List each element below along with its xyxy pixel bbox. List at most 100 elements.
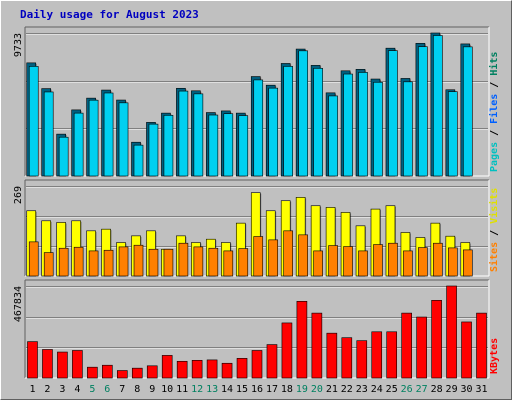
x-tick-label: 30 <box>461 384 473 395</box>
bar-sites <box>388 243 397 276</box>
x-tick-label: 12 <box>191 384 203 395</box>
x-tick-label: 27 <box>416 384 428 395</box>
bar-kbytes <box>387 332 397 378</box>
bar-sites <box>403 251 412 276</box>
bar-sites <box>433 243 442 276</box>
x-tick-label: 28 <box>431 384 443 395</box>
bar-sites <box>74 247 83 276</box>
bar-kbytes <box>162 355 172 378</box>
bar-sites <box>149 249 158 276</box>
y-max-label: 467834 <box>13 286 24 322</box>
bar-files <box>224 114 233 176</box>
x-tick-label: 23 <box>356 384 368 395</box>
bar-files <box>209 115 218 176</box>
bar-sites <box>104 250 113 276</box>
bar-sites <box>209 248 218 276</box>
bar-kbytes <box>327 333 337 378</box>
bar-kbytes <box>402 313 412 378</box>
x-tick-label: 17 <box>266 384 278 395</box>
panel-pages-files-hits: 9733 Pages / Files / Hits <box>13 27 500 176</box>
legend-entry: Sites <box>488 242 500 272</box>
legend-entry: Files <box>488 94 500 124</box>
legend-entry: KBytes <box>489 338 500 374</box>
x-tick-label: 25 <box>386 384 398 395</box>
bar-kbytes <box>252 350 262 378</box>
legend-entry: / <box>489 76 500 94</box>
bar-kbytes <box>282 323 292 378</box>
bar-files <box>388 51 397 176</box>
bar-files <box>29 66 38 176</box>
bar-kbytes <box>72 350 82 378</box>
x-tick-label: 18 <box>281 384 293 395</box>
bar-sites <box>254 237 263 276</box>
x-tick-label: 29 <box>446 384 458 395</box>
bar-kbytes <box>297 301 307 378</box>
bar-kbytes <box>312 313 322 378</box>
bar-files <box>254 80 263 176</box>
bar-sites <box>119 247 128 276</box>
bar-kbytes <box>342 338 352 378</box>
bar-sites <box>299 235 308 276</box>
bar-files <box>149 124 158 176</box>
series-legend: Pages / Files / Hits <box>488 52 500 172</box>
bar-sites <box>29 242 38 276</box>
bar-kbytes <box>132 368 142 378</box>
bar-kbytes <box>57 352 67 378</box>
bar-sites <box>284 231 293 276</box>
bar-kbytes <box>27 342 37 378</box>
bar-files <box>373 82 382 176</box>
x-tick-label: 3 <box>59 384 65 395</box>
bar-sites <box>448 248 457 276</box>
x-tick-label: 21 <box>326 384 338 395</box>
bar-files <box>74 113 83 176</box>
bar-kbytes <box>357 341 367 378</box>
bar-kbytes <box>267 345 277 378</box>
x-tick-label: 10 <box>161 384 173 395</box>
bar-sites <box>329 246 338 276</box>
x-tick-label: 26 <box>401 384 413 395</box>
bar-files <box>194 94 203 176</box>
legend-entry: / <box>489 224 500 242</box>
bar-sites <box>418 248 427 276</box>
bar-kbytes <box>432 300 442 378</box>
bar-sites <box>373 245 382 276</box>
bar-kbytes <box>117 371 127 378</box>
x-tick-label: 15 <box>236 384 248 395</box>
x-tick-label: 9 <box>149 384 155 395</box>
x-tick-label: 19 <box>296 384 308 395</box>
bar-files <box>179 91 188 176</box>
bar-kbytes <box>87 367 97 378</box>
bar-sites <box>179 243 188 276</box>
bar-sites <box>359 251 368 276</box>
bar-kbytes <box>447 286 457 378</box>
bar-sites <box>194 247 203 276</box>
bar-files <box>448 92 457 176</box>
bar-kbytes <box>237 358 247 378</box>
x-tick-label: 11 <box>176 384 188 395</box>
bar-kbytes <box>192 360 202 378</box>
x-tick-label: 4 <box>74 384 80 395</box>
bar-sites <box>463 250 472 276</box>
bar-sites <box>134 245 143 276</box>
series-legend: KBytes <box>489 338 500 374</box>
x-axis: 1 2 3 4 5 6 7 8 9 10 11 12 13 14 15 16 17 18 19 20 21 22 23 24 2… <box>29 384 487 395</box>
bar-files <box>104 93 113 176</box>
x-tick-label: 22 <box>341 384 353 395</box>
chart-title: Daily usage for August 2023 <box>20 8 199 21</box>
bar-files <box>119 103 128 176</box>
x-tick-label: 6 <box>104 384 110 395</box>
bar-sites <box>89 251 98 276</box>
legend-entry: / <box>489 124 500 142</box>
bar-kbytes <box>102 365 112 378</box>
bar-files <box>239 116 248 176</box>
bar-sites <box>239 249 248 276</box>
x-tick-label: 2 <box>44 384 50 395</box>
x-tick-label: 24 <box>371 384 383 395</box>
x-tick-label: 5 <box>89 384 95 395</box>
bar-kbytes <box>207 360 217 378</box>
x-tick-label: 8 <box>134 384 140 395</box>
bar-kbytes <box>417 317 427 378</box>
bar-files <box>284 66 293 176</box>
bar-files <box>433 36 442 176</box>
